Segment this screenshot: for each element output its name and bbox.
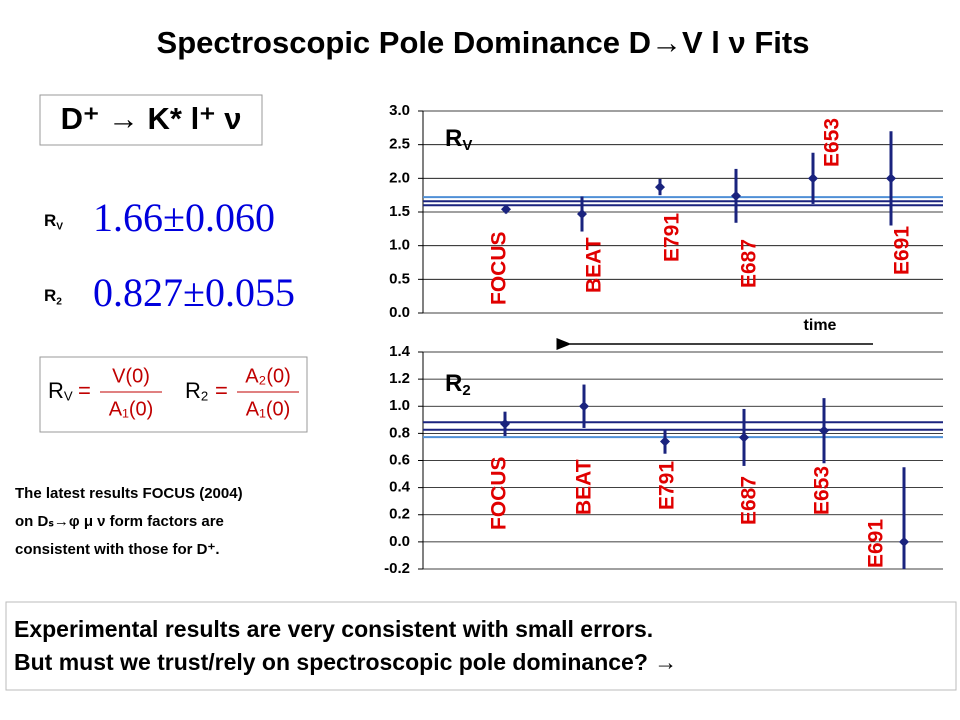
formula-eq: = (215, 378, 228, 403)
result-value: 1.66±0.060 (93, 195, 275, 240)
y-tick-label: 0.5 (389, 270, 410, 287)
experiment-label: E687 (738, 239, 761, 288)
chart-title-sub: 2 (462, 382, 470, 399)
chart-title: R2 (445, 370, 471, 399)
experiment-label: BEAT (583, 237, 606, 293)
note-line: The latest results FOCUS (2004) (15, 485, 243, 502)
data-point (819, 425, 829, 436)
experiment-label: E653 (811, 466, 834, 515)
result-label-main: R (44, 211, 56, 230)
formula-label-sub: V (64, 389, 73, 404)
y-tick-label: 3.0 (389, 102, 410, 119)
result-label-sub: 2 (56, 296, 62, 307)
formula-label: RV (48, 378, 73, 404)
experiment-label: E691 (891, 226, 914, 275)
y-tick-label: 1.4 (389, 343, 411, 360)
experiment-label: E791 (656, 461, 679, 510)
result-label-sub: V (56, 221, 63, 232)
y-tick-label: 0.8 (389, 424, 410, 441)
data-point (739, 432, 749, 443)
chart-title-main: R (445, 125, 462, 152)
result-label: R2 (44, 286, 62, 306)
data-point (655, 182, 665, 193)
conclusion-line: Experimental results are very consistent… (14, 616, 653, 642)
data-point (808, 173, 818, 184)
data-point (899, 536, 909, 547)
experiment-label: FOCUS (488, 232, 511, 306)
y-tick-label: 0.0 (389, 533, 410, 550)
result-label-main: R (44, 286, 56, 305)
decay: D⁺ → K* l⁺ ν (61, 101, 242, 136)
data-point (501, 204, 511, 215)
note-line: on Dₛ→φ μ ν form factors are (15, 513, 224, 530)
result-label: RV (44, 211, 63, 231)
y-tick-label: 1.5 (389, 203, 410, 220)
note-line: consistent with those for D⁺. (15, 541, 220, 558)
y-tick-label: 0.2 (389, 506, 410, 523)
experiment-label: E691 (865, 519, 888, 568)
formula-label-main: R (185, 378, 201, 403)
experiment-label: E791 (661, 213, 684, 262)
formula-eq: = (78, 378, 91, 403)
time-label: time (804, 317, 837, 334)
y-tick-label: 1.0 (389, 237, 410, 254)
y-tick-label: 0.4 (389, 479, 411, 496)
chart-title-sub: V (462, 137, 472, 154)
y-tick-label: 2.0 (389, 169, 410, 186)
formula-numerator: V(0) (112, 365, 150, 387)
experiment-label: E687 (738, 476, 761, 525)
result-value: 0.827±0.055 (93, 270, 295, 315)
formula-box (39, 356, 308, 433)
y-tick-label: -0.2 (384, 560, 410, 577)
y-tick-label: 0.0 (389, 304, 410, 321)
decay-box (39, 94, 263, 146)
chart-title: RV (445, 125, 472, 154)
data-point (731, 190, 741, 201)
y-tick-label: 1.0 (389, 397, 410, 414)
data-point (886, 173, 896, 184)
conclusion-line: But must we trust/rely on spectroscopic … (14, 649, 677, 675)
experiment-label: FOCUS (488, 457, 511, 531)
formula-denominator: A₁(0) (109, 398, 154, 420)
experiment-label: E653 (821, 118, 844, 167)
slide-title: Spectroscopic Pole Dominance D→V l ν Fit… (157, 25, 810, 60)
data-point (577, 209, 587, 220)
formula-numerator: A₂(0) (245, 365, 291, 387)
experiment-label: BEAT (573, 459, 596, 515)
data-point (660, 436, 670, 447)
conclusion-box (5, 601, 957, 691)
formula-label: R2 (185, 378, 208, 404)
formula-label-main: R (48, 378, 64, 403)
formula-label-sub: 2 (201, 389, 208, 404)
y-tick-label: 1.2 (389, 370, 410, 387)
y-tick-label: 2.5 (389, 136, 410, 153)
data-point (500, 418, 510, 429)
chart-title-main: R (445, 370, 462, 397)
y-tick-label: 0.6 (389, 451, 410, 468)
data-point (579, 401, 589, 412)
formula-denominator: A₁(0) (246, 398, 291, 420)
